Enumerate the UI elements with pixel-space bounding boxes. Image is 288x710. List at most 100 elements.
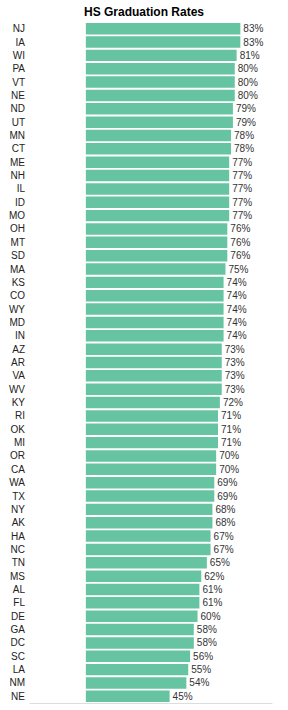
svg-text:67%: 67% [214,531,234,542]
svg-text:OH: OH [10,223,25,234]
svg-text:ND: ND [11,103,25,114]
svg-text:VA: VA [12,370,25,381]
svg-text:77%: 77% [232,183,252,194]
svg-text:PA: PA [12,63,25,74]
svg-text:AR: AR [11,357,25,368]
svg-text:WV: WV [9,384,25,395]
svg-text:73%: 73% [225,344,245,355]
svg-text:83%: 83% [243,37,263,48]
svg-text:OK: OK [11,424,26,435]
svg-text:77%: 77% [232,157,252,168]
svg-text:67%: 67% [214,544,234,555]
svg-text:CO: CO [10,290,25,301]
svg-text:76%: 76% [230,223,250,234]
svg-text:73%: 73% [225,357,245,368]
svg-text:74%: 74% [227,330,247,341]
svg-text:NJ: NJ [13,23,25,34]
svg-text:61%: 61% [202,584,222,595]
svg-text:77%: 77% [232,197,252,208]
svg-text:58%: 58% [197,624,217,635]
svg-text:45%: 45% [173,691,193,702]
svg-text:60%: 60% [201,611,221,622]
svg-text:IN: IN [15,330,25,341]
svg-text:MN: MN [9,130,25,141]
svg-text:FL: FL [13,597,25,608]
svg-text:CT: CT [12,143,25,154]
svg-text:76%: 76% [230,250,250,261]
svg-text:MT: MT [11,237,25,248]
svg-text:NC: NC [11,544,25,555]
svg-text:77%: 77% [232,210,252,221]
svg-text:OR: OR [10,450,25,461]
svg-text:68%: 68% [215,517,235,528]
svg-text:73%: 73% [225,370,245,381]
svg-text:62%: 62% [204,571,224,582]
svg-text:71%: 71% [221,424,241,435]
svg-text:NY: NY [11,504,25,515]
svg-text:68%: 68% [215,504,235,515]
svg-text:NE: NE [11,90,25,101]
svg-text:IL: IL [17,183,26,194]
svg-text:RI: RI [15,410,25,421]
svg-text:TX: TX [12,491,25,502]
svg-text:IA: IA [16,37,26,48]
svg-text:CA: CA [11,464,25,475]
svg-text:65%: 65% [210,557,230,568]
svg-text:AL: AL [13,584,26,595]
svg-text:KS: KS [12,277,26,288]
svg-text:70%: 70% [219,464,239,475]
svg-text:SC: SC [11,651,25,662]
svg-text:77%: 77% [232,170,252,181]
svg-text:72%: 72% [223,397,243,408]
svg-text:ME: ME [10,157,25,168]
svg-text:GA: GA [11,624,26,635]
svg-text:71%: 71% [221,437,241,448]
svg-text:UT: UT [12,117,25,128]
svg-text:71%: 71% [221,410,241,421]
svg-text:SD: SD [11,250,25,261]
svg-text:NE: NE [11,691,25,702]
svg-text:AK: AK [12,517,26,528]
svg-text:81%: 81% [240,50,260,61]
svg-text:69%: 69% [217,477,237,488]
svg-text:WA: WA [9,477,25,488]
svg-text:78%: 78% [234,143,254,154]
svg-text:MO: MO [9,210,25,221]
svg-text:69%: 69% [217,491,237,502]
svg-text:MI: MI [14,437,25,448]
svg-text:NM: NM [9,677,25,688]
svg-text:78%: 78% [234,130,254,141]
svg-text:NH: NH [11,170,25,181]
svg-text:74%: 74% [227,304,247,315]
svg-text:TN: TN [12,557,25,568]
svg-text:AZ: AZ [12,344,25,355]
svg-text:KY: KY [12,397,26,408]
svg-text:83%: 83% [243,23,263,34]
svg-text:76%: 76% [230,237,250,248]
svg-text:HA: HA [11,531,25,542]
svg-text:WI: WI [13,50,25,61]
svg-text:61%: 61% [202,597,222,608]
svg-text:75%: 75% [228,264,248,275]
svg-text:58%: 58% [197,637,217,648]
svg-text:74%: 74% [227,317,247,328]
svg-text:80%: 80% [238,63,258,74]
svg-text:ID: ID [15,197,25,208]
svg-text:WY: WY [9,304,25,315]
svg-text:MA: MA [10,264,25,275]
svg-text:54%: 54% [189,677,209,688]
svg-text:56%: 56% [193,651,213,662]
svg-text:VT: VT [12,77,25,88]
svg-text:80%: 80% [238,77,258,88]
svg-text:LA: LA [13,664,26,675]
svg-text:74%: 74% [227,277,247,288]
svg-text:DE: DE [11,611,25,622]
svg-text:74%: 74% [227,290,247,301]
svg-text:DC: DC [11,637,25,648]
svg-text:MS: MS [10,571,25,582]
svg-text:HS Graduation Rates: HS Graduation Rates [84,5,204,19]
svg-text:55%: 55% [191,664,211,675]
svg-text:79%: 79% [236,103,256,114]
svg-text:73%: 73% [225,384,245,395]
svg-text:80%: 80% [238,90,258,101]
